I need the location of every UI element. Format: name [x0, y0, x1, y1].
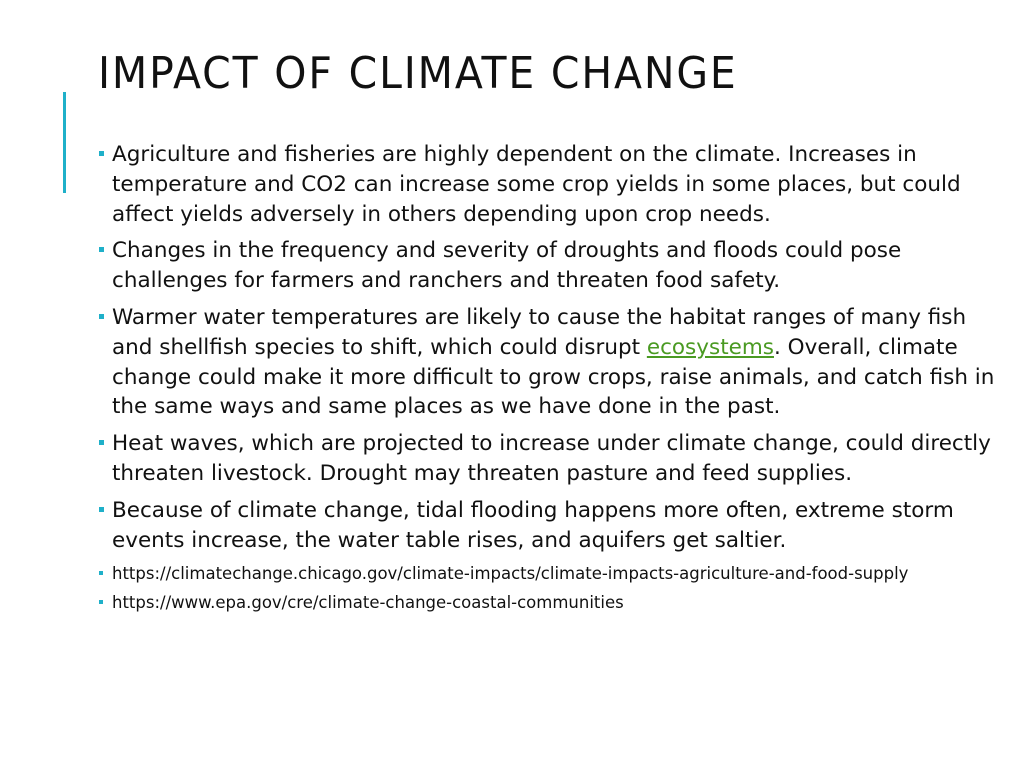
bullet-item: Heat waves, which are projected to incre…: [96, 429, 1010, 489]
bullet-marker-icon: [99, 506, 104, 512]
bullet-item: Changes in the frequency and severity of…: [96, 236, 1010, 296]
bullet-item: Warmer water temperatures are likely to …: [96, 303, 1010, 422]
bullet-item: Agriculture and fisheries are highly dep…: [96, 140, 1010, 229]
bullet-text: Because of climate change, tidal floodin…: [112, 497, 954, 553]
bullet-marker-icon: [99, 247, 104, 253]
bullet-marker-icon: [99, 313, 104, 319]
bullet-text: Agriculture and fisheries are highly dep…: [112, 142, 961, 227]
slide-content: Agriculture and fisheries are highly dep…: [96, 140, 1010, 613]
bullet-text-after-link: . Overall, climate change could make it …: [112, 334, 995, 420]
bullet-text: Changes in the frequency and severity of…: [112, 238, 902, 294]
bullet-marker-icon: [99, 571, 103, 576]
source-item: https://climatechange.chicago.gov/climat…: [96, 563, 1010, 584]
ecosystems-link[interactable]: ecosystems: [646, 334, 774, 360]
bullet-marker-icon: [99, 440, 104, 446]
bullet-marker-icon: [99, 151, 104, 156]
source-url: https://climatechange.chicago.gov/climat…: [112, 564, 909, 584]
bullet-text-before-link: Warmer water temperatures are likely to …: [112, 304, 967, 360]
source-item: https://www.epa.gov/cre/climate-change-c…: [96, 592, 1010, 613]
bullet-marker-icon: [99, 600, 103, 605]
bullet-item: Because of climate change, tidal floodin…: [96, 496, 1010, 556]
title-accent-bar: [63, 92, 66, 193]
bullet-text: Heat waves, which are projected to incre…: [112, 431, 991, 486]
slide-title: IMPACT OF CLIMATE CHANGE: [98, 48, 738, 99]
source-url: https://www.epa.gov/cre/climate-change-c…: [112, 593, 624, 613]
